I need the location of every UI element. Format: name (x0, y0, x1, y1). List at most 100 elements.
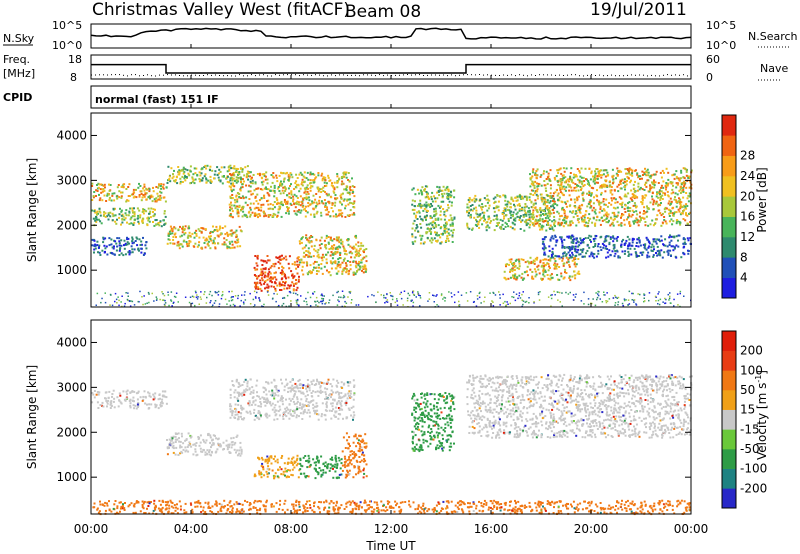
power-cell (623, 243, 626, 245)
power-cell (97, 182, 100, 185)
power-cell (108, 189, 111, 192)
power-cell (255, 262, 258, 265)
power-cell (296, 286, 299, 289)
power-cell (568, 247, 571, 250)
power-cell (612, 197, 615, 200)
power-cell (574, 250, 577, 252)
power-cell (303, 300, 305, 302)
nave-point (155, 75, 156, 77)
power-cell (671, 188, 674, 191)
power-cell (318, 266, 320, 269)
power-cell (630, 253, 633, 256)
power-cell (142, 217, 144, 220)
power-cell (104, 212, 107, 215)
power-cell (601, 209, 604, 212)
power-cell (116, 186, 119, 189)
power-cell (348, 193, 351, 196)
power-cell (287, 187, 290, 190)
power-cell (532, 171, 534, 174)
power-cell (235, 241, 238, 244)
power-cell (528, 210, 531, 213)
power-cell (532, 168, 535, 171)
power-cell (557, 192, 560, 195)
power-cell (185, 175, 188, 178)
power-cell (245, 176, 248, 179)
power-cell (121, 213, 124, 216)
power-cell (199, 174, 202, 177)
power-cell (123, 239, 126, 242)
power-cell (191, 180, 194, 183)
power-cell (568, 246, 571, 248)
power-cell (452, 231, 454, 234)
power-cell (172, 302, 174, 304)
power-cell (419, 295, 421, 297)
power-cell (475, 305, 478, 307)
power-cell (526, 265, 529, 268)
power-cell (309, 189, 312, 192)
power-cell (641, 188, 644, 191)
power-cell (343, 173, 346, 176)
power-cell (149, 216, 152, 219)
power-cell (295, 184, 298, 186)
power-cell (230, 215, 233, 218)
power-cell (518, 294, 520, 297)
power-cell (221, 243, 224, 246)
power-cell (336, 246, 339, 249)
power-cell (443, 296, 445, 299)
power-cell (349, 250, 352, 253)
nave-point (335, 75, 336, 77)
velocity-cell (159, 401, 162, 404)
power-cell (413, 208, 416, 211)
power-cell (139, 185, 142, 187)
power-cell (310, 240, 313, 243)
power-cell (560, 238, 563, 241)
power-cell (218, 179, 220, 182)
power-cell (219, 233, 222, 236)
power-cell (578, 171, 581, 174)
power-cell (605, 239, 608, 242)
power-cell (281, 172, 284, 175)
power-cell (406, 297, 409, 300)
power-cell (504, 300, 506, 303)
power-cell (324, 246, 327, 248)
power-cell (470, 208, 473, 211)
power-cell (306, 272, 309, 275)
power-cell (102, 214, 105, 217)
power-cell (566, 261, 568, 264)
power-cell (259, 279, 262, 282)
power-cell (152, 211, 154, 213)
power-cell (229, 209, 231, 212)
power-cell (612, 247, 615, 250)
power-cell (287, 262, 290, 265)
power-cell (549, 192, 552, 195)
power-cell (272, 203, 275, 206)
power-cell (524, 205, 527, 208)
power-cell (133, 221, 136, 224)
power-cell (158, 224, 161, 227)
power-cell (261, 183, 264, 186)
power-cell (468, 198, 471, 201)
power-cell (443, 210, 446, 213)
velocity-cell (240, 452, 243, 455)
power-cell (669, 181, 672, 183)
power-cell (288, 291, 291, 293)
power-cell (314, 198, 317, 201)
power-cell (587, 303, 590, 306)
power-cell (521, 272, 524, 275)
power-cell (269, 279, 272, 282)
power-cell (338, 300, 340, 303)
power-cell (568, 257, 571, 260)
power-cell (677, 182, 680, 185)
power-cell (412, 301, 415, 304)
power-cell (313, 266, 315, 269)
power-cell (138, 238, 141, 241)
power-cell (130, 300, 132, 302)
power-cell (280, 184, 283, 187)
power-cell (264, 274, 267, 277)
nave-point (459, 74, 460, 76)
velocity-cell (117, 405, 120, 408)
power-cell (196, 245, 199, 248)
power-cell (629, 197, 632, 200)
nave-point (595, 75, 596, 76)
power-cell (532, 182, 535, 185)
